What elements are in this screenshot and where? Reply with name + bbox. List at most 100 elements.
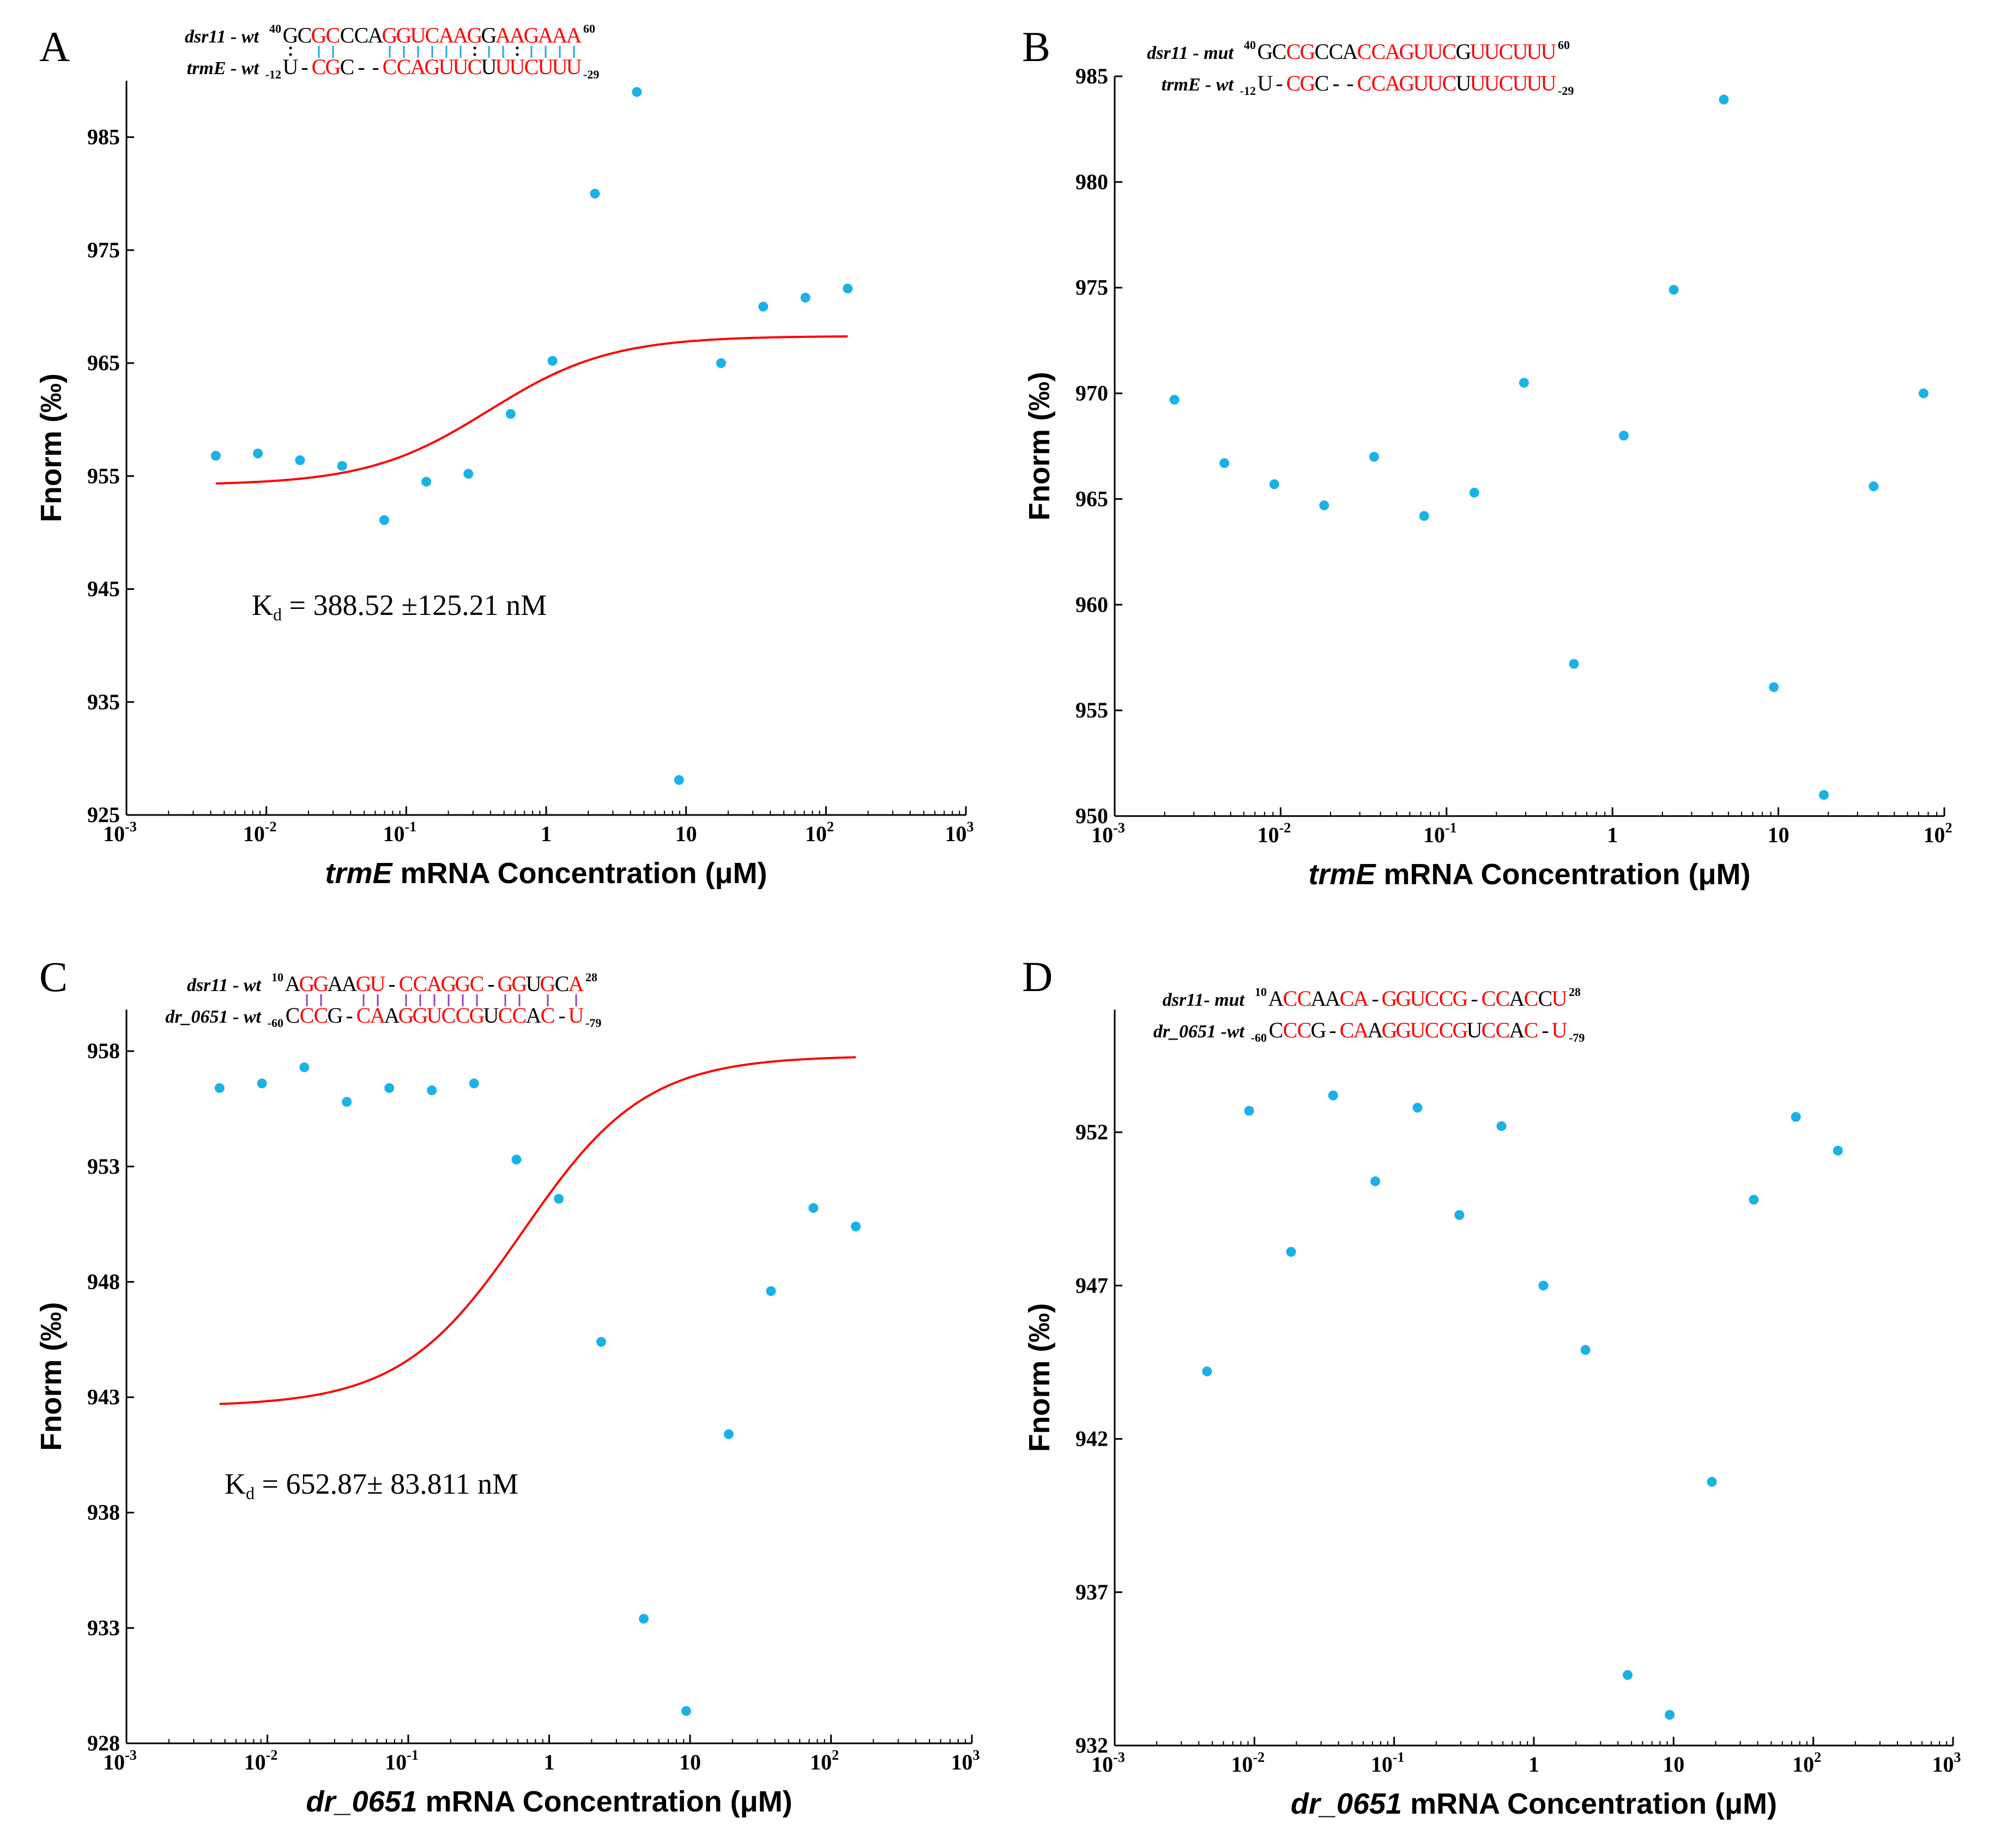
data-point xyxy=(1419,511,1429,521)
nucleotide: A xyxy=(384,1003,400,1028)
nucleotide: C xyxy=(555,971,570,996)
x-tick-exponent: 3 xyxy=(973,1747,980,1763)
panel-letter: C xyxy=(39,953,68,1000)
nucleotide: A xyxy=(439,23,455,47)
kd-subscript: d xyxy=(246,1483,255,1503)
panel-letter: D xyxy=(1022,953,1053,1000)
x-tick-exponent: -1 xyxy=(1445,820,1457,836)
data-point xyxy=(1202,1366,1212,1376)
x-tick-label: 1 xyxy=(541,822,552,846)
nucleotide: U xyxy=(1428,39,1443,64)
y-tick-label: 938 xyxy=(87,1500,120,1525)
nucleotide: C xyxy=(356,1003,371,1028)
nucleotide: G xyxy=(1453,1018,1468,1042)
data-point xyxy=(1286,1247,1296,1257)
nucleotide: C xyxy=(1283,1018,1298,1042)
x-tick-exponent: -3 xyxy=(1113,1749,1125,1765)
nucleotide: A xyxy=(1353,986,1369,1011)
nucleotide: G xyxy=(325,55,341,79)
nucleotide: C xyxy=(1524,1018,1539,1042)
kd-symbol: K xyxy=(225,1467,246,1500)
data-point xyxy=(1707,1477,1717,1487)
nucleotide: C xyxy=(1439,1018,1454,1042)
nucleotide: A xyxy=(526,1003,542,1028)
base-pair-dot xyxy=(473,53,476,56)
nucleotide: A xyxy=(538,23,554,47)
data-point xyxy=(469,1078,479,1089)
data-point xyxy=(1219,458,1230,468)
nucleotide: A xyxy=(410,55,426,79)
data-point xyxy=(1469,487,1479,498)
seq-start-number: -12 xyxy=(1240,84,1256,98)
y-tick-label: 960 xyxy=(1075,592,1108,617)
nucleotide: U xyxy=(483,1003,499,1028)
x-tick-label: 10 xyxy=(1768,823,1790,847)
nucleotide: C xyxy=(399,971,414,996)
x-tick-label: 103 xyxy=(1932,1749,1961,1777)
nucleotide: G xyxy=(524,23,540,47)
data-point xyxy=(463,469,474,479)
data-point xyxy=(1791,1112,1801,1122)
x-tick-exponent: -2 xyxy=(265,819,277,835)
x-tick-exponent: -2 xyxy=(1253,1749,1265,1765)
nucleotide: C xyxy=(524,55,539,79)
nucleotide: C xyxy=(1524,986,1539,1011)
y-tick-label: 937 xyxy=(1075,1580,1108,1604)
nucleotide: G xyxy=(1456,39,1472,64)
y-axis-title: Fnorm (‰) xyxy=(1023,372,1056,521)
data-point xyxy=(253,448,263,458)
nucleotide: G xyxy=(512,971,528,996)
nucleotide: C xyxy=(425,23,440,47)
nucleotide: A xyxy=(1385,39,1401,64)
data-point xyxy=(758,301,769,312)
x-tick-label: 10-2 xyxy=(1231,1749,1265,1777)
seq-end-number: -79 xyxy=(1569,1031,1585,1044)
nucleotide: C xyxy=(456,1003,470,1028)
x-tick-label: 1 xyxy=(1528,1752,1539,1777)
data-point xyxy=(1668,285,1679,295)
data-point xyxy=(505,409,516,419)
nucleotide: C xyxy=(1286,71,1301,95)
x-axis-title-rest: mRNA Concentration (μM) xyxy=(1376,858,1751,891)
data-point xyxy=(851,1221,861,1231)
nucleotide: U xyxy=(1552,1018,1568,1042)
data-point xyxy=(1454,1210,1465,1220)
data-point xyxy=(1369,451,1379,462)
nucleotide: U xyxy=(427,1003,443,1028)
data-point xyxy=(1769,682,1779,692)
nucleotide: U xyxy=(1456,71,1472,95)
nucleotide: U xyxy=(495,55,511,79)
nucleotide: G xyxy=(425,55,440,79)
nucleotide: C xyxy=(1482,986,1496,1011)
nucleotide: G xyxy=(328,1003,343,1028)
data-point xyxy=(511,1155,522,1165)
kd-annotation: Kd = 388.52 ±125.21 nM xyxy=(252,589,547,624)
x-tick-exponent: -1 xyxy=(1393,1749,1405,1765)
nucleotide: G xyxy=(313,971,329,996)
x-tick-label: 102 xyxy=(810,1747,839,1774)
x-tick-exponent: -3 xyxy=(1113,820,1125,836)
x-tick-label: 10 xyxy=(1662,1752,1684,1777)
nucleotide: G xyxy=(1396,986,1412,1011)
nucleotide: G xyxy=(540,971,556,996)
nucleotide: U xyxy=(453,55,469,79)
seq-end-number: 60 xyxy=(583,22,595,35)
nucleotide: U xyxy=(370,971,386,996)
x-tick-label: 10-3 xyxy=(103,1747,137,1774)
x-axis-title-rest: mRNA Concentration (μM) xyxy=(392,857,767,890)
base-pair-dot xyxy=(473,46,476,50)
nucleotide: C xyxy=(326,23,341,47)
data-point xyxy=(547,355,558,366)
seq-label-top: dsr11 - wt xyxy=(185,27,260,47)
nucleotide: C xyxy=(1425,986,1440,1011)
nucleotide: G xyxy=(299,971,315,996)
nucleotide: - xyxy=(1275,71,1283,95)
data-point xyxy=(716,358,726,369)
nucleotide: U xyxy=(1513,39,1528,64)
seq-end-number: 28 xyxy=(1569,985,1581,999)
nucleotide: G xyxy=(498,971,513,996)
